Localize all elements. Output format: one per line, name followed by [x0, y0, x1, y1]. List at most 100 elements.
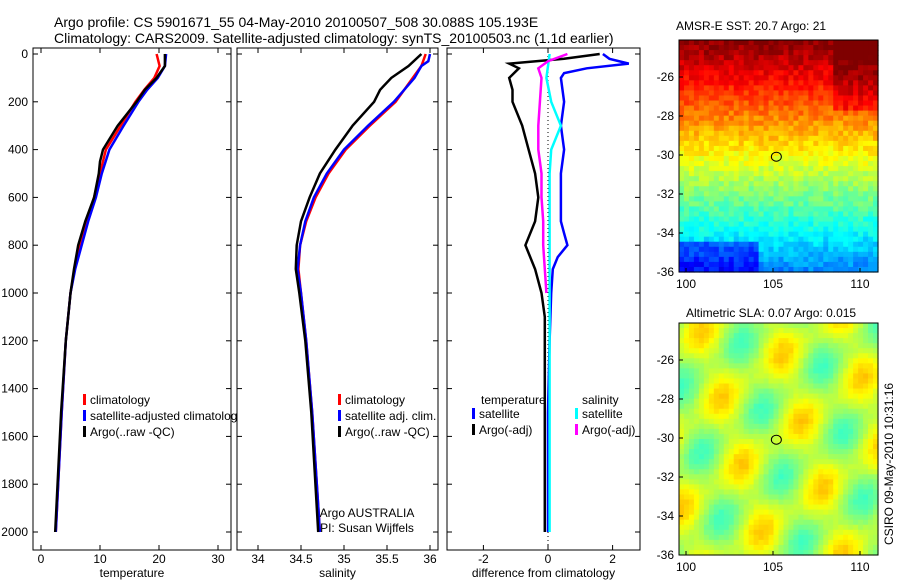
map-cell: [758, 418, 765, 425]
map-cell: [683, 439, 690, 445]
map-cell: [788, 544, 795, 551]
map-cell: [798, 408, 804, 415]
map-cell: [788, 413, 795, 420]
map-cell: [863, 236, 869, 243]
map-cell: [733, 261, 740, 268]
map-cell: [693, 161, 700, 167]
map-cell: [718, 544, 725, 551]
map-cell: [813, 65, 819, 71]
map-cell: [813, 393, 819, 400]
map-cell: [838, 444, 844, 450]
map-cell: [698, 80, 705, 86]
map-cell: [758, 423, 765, 430]
map-cell: [853, 428, 859, 435]
map-cell: [813, 100, 819, 107]
map-cell: [708, 529, 715, 536]
map-cell: [763, 373, 770, 380]
map-cell: [773, 251, 780, 258]
map-cell: [768, 241, 775, 248]
map-cell: [808, 60, 814, 66]
map-cell: [873, 120, 879, 127]
map-cell: [688, 544, 695, 551]
map-cell: [768, 246, 775, 253]
map-cell: [723, 226, 730, 233]
map-cell: [853, 449, 859, 455]
map-cell: [763, 353, 770, 359]
map-cell: [783, 444, 790, 450]
map-cell: [793, 479, 799, 485]
map-cell: [763, 343, 770, 349]
map-cell: [738, 40, 745, 46]
map-cell: [713, 358, 720, 364]
map-cell: [723, 216, 730, 223]
map-cell: [793, 266, 799, 273]
map-cell: [748, 524, 755, 531]
map-cell: [763, 186, 770, 192]
map-cell: [679, 348, 685, 354]
map-cell: [758, 514, 765, 521]
map-cell: [753, 524, 760, 531]
map-cell: [858, 176, 864, 182]
map-cell: [733, 459, 740, 465]
map-cell: [853, 80, 859, 86]
map-cell: [683, 459, 690, 465]
map-cell: [738, 161, 745, 167]
map-cell: [683, 378, 690, 385]
map-cell: [853, 323, 859, 329]
map-cell: [753, 201, 760, 208]
map-cell: [838, 373, 844, 380]
map-cell: [728, 176, 735, 182]
map-cell: [768, 524, 775, 531]
map-cell: [743, 40, 750, 46]
map-cell: [723, 75, 730, 81]
map-cell: [688, 398, 695, 405]
map-cell: [823, 256, 829, 263]
map-cell: [698, 90, 705, 97]
map-cell: [713, 529, 720, 536]
map-cell: [738, 55, 745, 61]
map-cell: [683, 348, 690, 354]
map-cell: [783, 216, 790, 223]
map-cell: [823, 504, 829, 511]
map-cell: [778, 266, 785, 273]
map-cell: [688, 504, 695, 511]
map-cell: [698, 60, 705, 66]
map-cell: [733, 423, 740, 430]
map-cell: [768, 251, 775, 258]
map-cell: [763, 363, 770, 369]
map-cell: [753, 494, 760, 501]
map-cell: [763, 418, 770, 425]
map-cell: [723, 338, 730, 344]
map-cell: [828, 60, 834, 66]
map-cell: [818, 544, 824, 551]
map-cell: [778, 479, 785, 485]
map-cell: [838, 201, 844, 208]
map-cell: [803, 388, 809, 395]
map-cell: [868, 363, 874, 369]
map-cell: [788, 135, 795, 142]
legend-swatch: [338, 394, 341, 405]
map-cell: [713, 95, 720, 102]
map-cell: [868, 65, 874, 71]
map-cell: [853, 348, 859, 354]
map-cell: [808, 433, 814, 440]
x-tick-label: 20: [152, 552, 166, 566]
map-cell: [853, 439, 859, 445]
map-cell: [768, 413, 775, 420]
map-cell: [713, 544, 720, 551]
map-cell: [748, 418, 755, 425]
map-cell: [853, 90, 859, 97]
map-cell: [778, 534, 785, 541]
map-cell: [698, 241, 705, 248]
map-cell: [733, 80, 740, 86]
map-cell: [743, 171, 750, 177]
map-cell: [808, 140, 814, 147]
map-cell: [778, 105, 785, 112]
map-cell: [698, 333, 705, 339]
map-cell: [858, 358, 864, 364]
map-cell: [763, 135, 770, 142]
map-cell: [718, 393, 725, 400]
map-cell: [788, 373, 795, 380]
map-cell: [733, 206, 740, 213]
map-cell: [818, 348, 824, 354]
